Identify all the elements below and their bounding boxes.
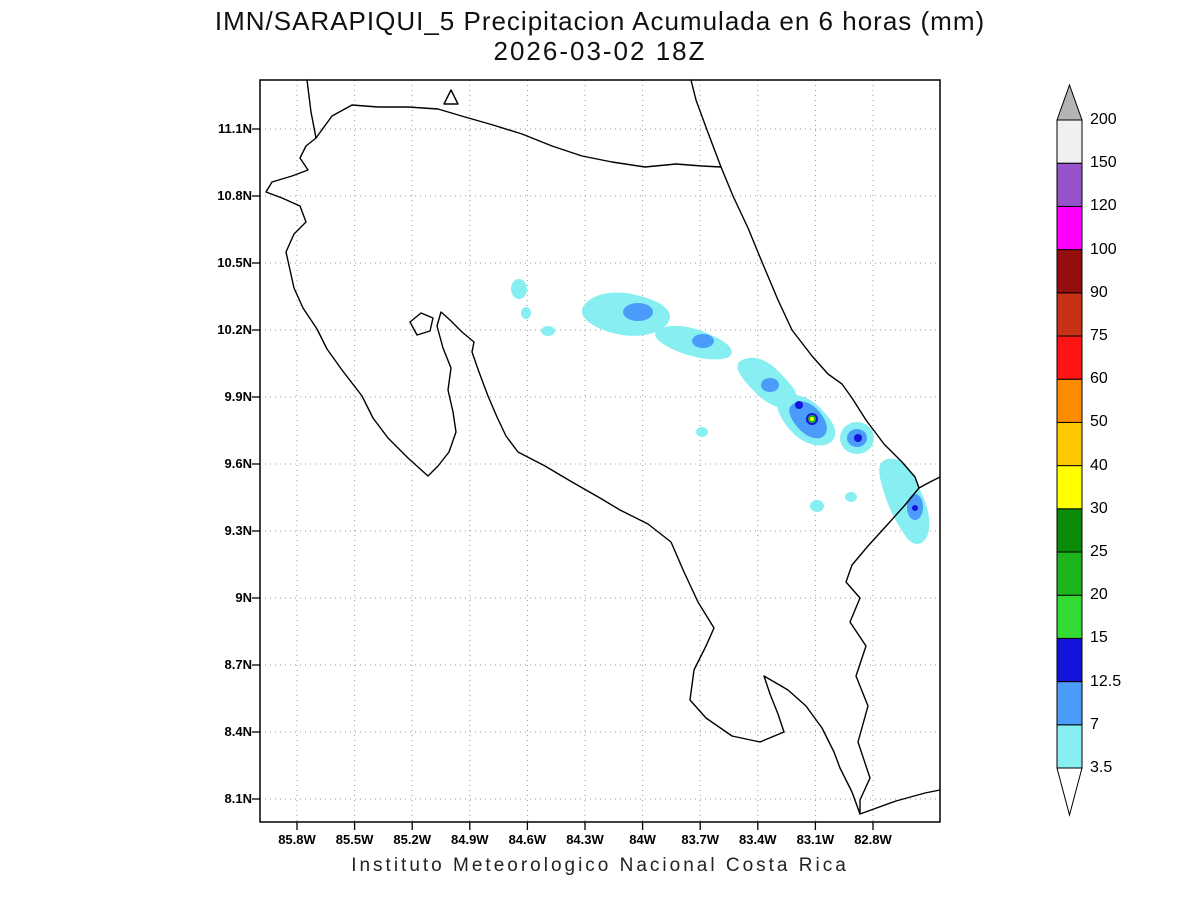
x-tick-label: 85.8W xyxy=(278,832,316,847)
y-tick-label: 8.4N xyxy=(224,724,252,739)
footer-caption: Instituto Meteorologico Nacional Costa R… xyxy=(351,855,849,876)
panama-pacific-coast xyxy=(859,789,941,815)
colorbar-level-label: 100 xyxy=(1090,240,1117,258)
colorbar-segment xyxy=(1056,249,1083,294)
y-tick-label: 9.9N xyxy=(224,389,252,404)
colorbar-segment xyxy=(1056,292,1083,337)
colorbar-segment xyxy=(1056,119,1083,164)
colorbar-segment xyxy=(1056,205,1083,251)
colorbar-level-label: 60 xyxy=(1090,370,1108,388)
y-tick-label: 9.3N xyxy=(224,523,252,538)
x-tick-label: 82.8W xyxy=(854,832,892,847)
costa-rica-outline xyxy=(265,104,920,815)
colorbar-segment xyxy=(1056,162,1083,207)
panama-caribbean-coast xyxy=(918,476,941,489)
page-subtitle-datetime: 2026-03-02 18Z xyxy=(493,36,707,66)
y-tick-label: 8.7N xyxy=(224,657,252,672)
colorbar-level-label: 12.5 xyxy=(1090,672,1122,690)
y-tick-label: 9.6N xyxy=(224,456,252,471)
page-title: IMN/SARAPIQUI_5 Precipitacion Acumulada … xyxy=(214,6,986,36)
x-tick-label: 84W xyxy=(629,832,656,847)
colorbar-level-label: 200 xyxy=(1090,111,1117,128)
colorbar-level-label: 150 xyxy=(1090,154,1117,172)
colorbar xyxy=(1056,83,1083,817)
grid-lines xyxy=(260,80,940,822)
colorbar-cap-bottom xyxy=(1056,767,1083,817)
plot-frame xyxy=(259,79,941,823)
colorbar-segment xyxy=(1056,465,1083,510)
y-tick-label: 10.5N xyxy=(217,255,252,270)
colorbar-segment xyxy=(1056,421,1083,467)
precip-layer xyxy=(511,279,930,544)
colorbar-segment xyxy=(1056,551,1083,596)
colorbar-level-label: 7 xyxy=(1090,715,1099,733)
colorbar-level-label: 20 xyxy=(1090,586,1108,604)
colorbar-level-label: 40 xyxy=(1090,456,1108,474)
colorbar-segment xyxy=(1056,378,1083,423)
nicaragua-pacific-coast xyxy=(306,79,317,139)
colorbar-segment xyxy=(1056,724,1083,769)
y-tick-label: 10.2N xyxy=(217,322,252,337)
colorbar-segment xyxy=(1056,594,1083,639)
colorbar-level-label: 50 xyxy=(1090,413,1108,431)
colorbar-cap-top xyxy=(1056,83,1083,121)
y-tick-label: 10.8N xyxy=(217,188,252,203)
x-tick-label: 84.6W xyxy=(508,832,547,847)
x-tick-label: 84.3W xyxy=(566,832,604,847)
colorbar-level-label: 30 xyxy=(1090,499,1108,517)
x-tick-label: 83.4W xyxy=(739,832,777,847)
x-tick-label: 85.2W xyxy=(393,832,431,847)
colorbar-level-label: 25 xyxy=(1090,543,1108,560)
x-tick-label: 84.9W xyxy=(451,832,489,847)
y-tick-label: 9N xyxy=(235,590,252,605)
colorbar-level-label: 120 xyxy=(1090,197,1117,215)
colorbar-segment xyxy=(1056,508,1083,553)
colorbar-level-label: 15 xyxy=(1090,629,1108,647)
nicaragua-caribbean-coast xyxy=(690,79,722,168)
coastline xyxy=(265,79,941,815)
colorbar-segment xyxy=(1056,637,1083,683)
x-tick-label: 85.5W xyxy=(335,832,374,847)
colorbar-segment xyxy=(1056,681,1083,726)
colorbar-level-label: 75 xyxy=(1090,327,1108,344)
colorbar-segment xyxy=(1056,335,1083,380)
x-tick-label: 83.7W xyxy=(681,832,719,847)
colorbar-level-label: 90 xyxy=(1090,283,1108,301)
gulf-island-outline xyxy=(409,312,434,336)
x-tick-label: 83.1W xyxy=(796,832,835,847)
y-tick-label: 11.1N xyxy=(218,121,252,136)
axis-ticks xyxy=(252,128,874,830)
y-tick-label: 8.1N xyxy=(224,791,252,806)
lake-island-outline xyxy=(443,89,459,105)
colorbar-level-label: 3.5 xyxy=(1090,759,1113,776)
